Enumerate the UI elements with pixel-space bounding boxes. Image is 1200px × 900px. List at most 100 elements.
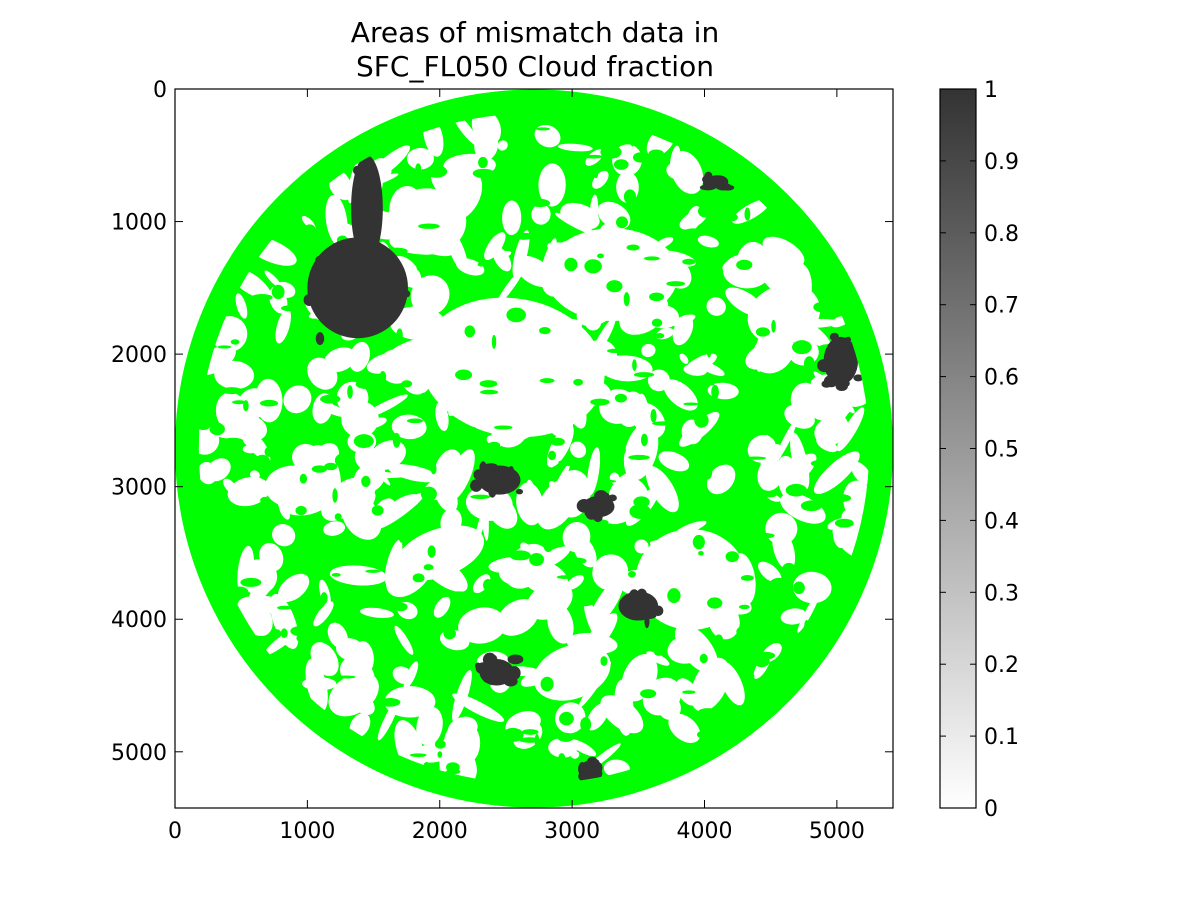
mismatch-speck [753, 532, 775, 539]
mismatch-speck [766, 680, 772, 685]
mismatch-speck [277, 605, 292, 610]
dark-speck [593, 767, 599, 773]
match-patch [473, 574, 491, 594]
match-patch [248, 576, 275, 605]
mismatch-speck [659, 180, 676, 194]
mismatch-speck [271, 284, 285, 300]
dark-speck [345, 257, 357, 262]
dark-speck [475, 662, 481, 669]
mismatch-speck [230, 586, 249, 599]
match-patch [732, 199, 770, 224]
match-patch [323, 347, 356, 373]
mismatch-speck [711, 384, 719, 400]
match-patch [758, 561, 782, 583]
mismatch-speck [484, 736, 498, 751]
mismatch-speck [584, 259, 602, 274]
mismatch-speck [512, 232, 535, 240]
mismatch-speck [436, 269, 458, 274]
mismatch-speck [699, 653, 708, 664]
match-patch [458, 607, 506, 644]
colorbar-tick-label: 0.1 [984, 725, 1019, 750]
heatmap-area [175, 89, 893, 808]
chart-title-line-1: Areas of mismatch data in [350, 16, 720, 49]
mismatch-speck [628, 454, 650, 460]
mismatch-speck [834, 518, 854, 528]
dark-region-east-edge [823, 336, 859, 385]
mismatch-speck [355, 379, 378, 390]
match-patch [316, 401, 349, 418]
mismatch-speck [698, 551, 704, 556]
mismatch-speck [652, 421, 674, 426]
mismatch-speck [254, 454, 271, 470]
mismatch-speck [270, 509, 278, 513]
mismatch-speck [683, 228, 702, 238]
dark-region-north-pacific-upper [351, 155, 383, 262]
dark-speck [508, 465, 515, 478]
match-patch [718, 661, 745, 706]
mismatch-speck [682, 690, 696, 694]
mismatch-speck [785, 483, 807, 497]
colorbar-tick-label: 0.2 [984, 653, 1019, 678]
match-patch [668, 713, 701, 743]
y-tick-label: 0 [153, 78, 167, 103]
match-patch [780, 608, 807, 625]
match-patch [642, 677, 682, 716]
mismatch-speck [755, 327, 770, 337]
mismatch-speck [506, 307, 527, 323]
dark-speck [817, 358, 833, 373]
dark-speck [315, 332, 325, 346]
mismatch-speck [645, 738, 652, 746]
mismatch-speck [278, 349, 287, 360]
mismatch-speck [676, 240, 693, 250]
mismatch-speck [530, 198, 551, 208]
mismatch-speck [634, 522, 654, 538]
mismatch-speck [727, 213, 738, 222]
mismatch-speck [420, 486, 437, 502]
dark-speck [581, 502, 588, 508]
mismatch-speck [334, 453, 350, 468]
mismatch-speck [217, 345, 232, 349]
mismatch-speck [747, 671, 755, 682]
mismatch-speck [556, 575, 573, 579]
match-patch [249, 470, 260, 480]
mismatch-speck [472, 168, 495, 178]
mismatch-speck [232, 400, 247, 405]
mismatch-speck [477, 262, 485, 267]
mismatch-speck [616, 216, 628, 229]
x-tick-label: 2000 [412, 819, 468, 844]
match-patch [531, 204, 551, 225]
y-tick-label: 1000 [111, 211, 167, 236]
match-patch [784, 404, 815, 429]
match-patch [484, 232, 506, 261]
mismatch-speck [521, 729, 539, 735]
y-tick-label: 3000 [111, 476, 167, 501]
mismatch-speck [649, 292, 665, 302]
mismatch-speck [264, 446, 275, 458]
colorbar-tick-label: 0.6 [984, 366, 1019, 391]
mismatch-speck [398, 530, 408, 544]
colorbar-tick-label: 0.9 [984, 150, 1019, 175]
match-patch [433, 449, 463, 492]
dark-speck [315, 255, 323, 267]
dark-speck [831, 374, 838, 383]
match-patch [283, 385, 312, 414]
colorbar: 0 0.1 0.2 0.3 0.4 0.5 0.6 0.7 0.8 0.9 1 [939, 78, 1019, 822]
mismatch-speck [205, 515, 227, 531]
mismatch-speck [608, 442, 626, 458]
match-patch [416, 294, 431, 316]
mismatch-speck [836, 498, 842, 503]
match-patch [313, 601, 334, 627]
x-tick-label: 0 [168, 819, 182, 844]
match-patch [388, 464, 440, 483]
mismatch-speck [593, 169, 599, 179]
colorbar-tick-label: 1 [984, 78, 998, 103]
mismatch-speck [458, 140, 472, 150]
mismatch-speck [614, 393, 627, 403]
y-tick-label: 5000 [111, 741, 167, 766]
match-patch [836, 407, 865, 452]
match-patch [394, 625, 414, 655]
match-patch [474, 128, 499, 161]
mismatch-speck [512, 770, 528, 785]
mismatch-speck [381, 411, 404, 416]
mismatch-speck [714, 634, 723, 644]
